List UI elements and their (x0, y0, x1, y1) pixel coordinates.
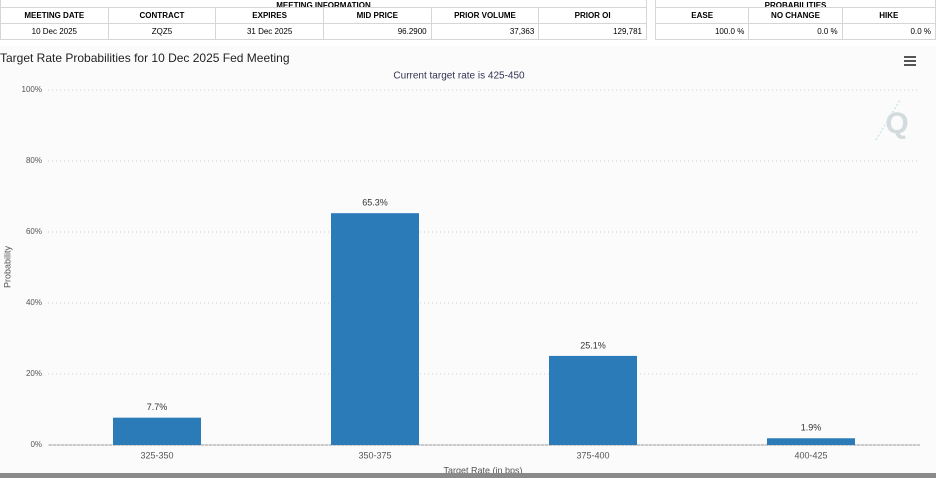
y-tick-label: 0% (30, 440, 42, 449)
header-cell: PRIOR VOLUME (430, 7, 540, 24)
chart-title: Target Rate Probabilities for 10 Dec 202… (0, 51, 290, 65)
svg-text:Q: Q (885, 107, 908, 140)
header-row: MEETING DATE CONTRACT EXPIRES MID PRICE PRIO… (0, 7, 647, 24)
bar (113, 417, 201, 445)
data-row: 100.0 % 0.0 % 0.0 % (654, 23, 936, 40)
meeting-table: MEETING INFORMATION MEETING DATE CONTRACT E… (0, 0, 647, 40)
bar (549, 355, 637, 445)
x-tick-label: 325-350 (140, 450, 173, 460)
data-cell: 0.0 % (841, 23, 936, 40)
data-label: 65.3% (362, 198, 388, 208)
header-cell: PRIOR OI (538, 7, 647, 24)
data-row: 10 Dec 2025 ZQZ5 31 Dec 2025 96.2900 37,363 1… (0, 23, 647, 40)
y-tick-label: 20% (26, 369, 42, 378)
header-cell: EASE (654, 7, 750, 24)
data-label: 1.9% (801, 423, 822, 433)
header-row: EASE NO CHANGE HIKE (654, 7, 936, 24)
bar (331, 213, 419, 445)
x-tick-label: 350-375 (358, 450, 391, 460)
data-label: 25.1% (580, 340, 606, 350)
header-cell: NO CHANGE (748, 7, 843, 24)
data-label: 7.7% (147, 402, 168, 412)
bottom-bar (0, 473, 936, 478)
logo: Q (875, 99, 909, 141)
x-axis-label: Target Rate (in bps) (443, 465, 522, 475)
header-cell: MEETING DATE (0, 7, 109, 24)
y-axis-label: Probability (2, 245, 12, 288)
x-tick-label: 400-425 (794, 450, 827, 460)
bar (767, 438, 855, 445)
y-tick-label: 40% (26, 298, 42, 307)
y-tick-label: 60% (26, 227, 42, 236)
data-cell: 129,781 (538, 23, 647, 40)
menu-button[interactable] (900, 52, 920, 70)
chart-subtitle: Current target rate is 425-450 (393, 71, 525, 82)
y-tick-label: 80% (26, 156, 42, 165)
y-tick-label: 100% (22, 85, 42, 94)
probabilities-table: PROBABILITIES EASE NO CHANGE HIKE 100.0 % 0.0… (654, 0, 936, 40)
header-cell: HIKE (841, 7, 936, 24)
x-tick-label: 375-400 (576, 450, 609, 460)
chart-background (0, 46, 936, 473)
header-cell: CONTRACT (107, 7, 217, 24)
header-cell: MID PRICE (322, 7, 432, 24)
